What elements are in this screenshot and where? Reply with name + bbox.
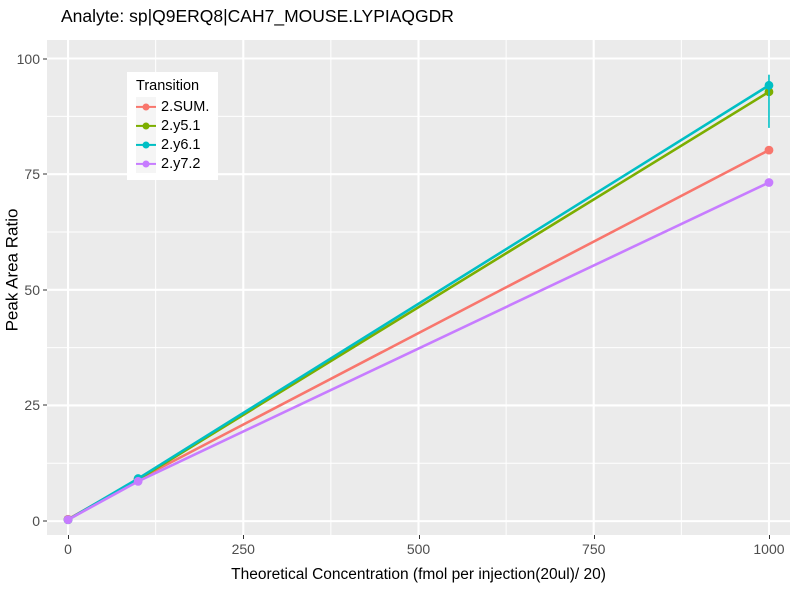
x-axis-tick-label: 750	[582, 541, 606, 557]
x-axis-tick-label: 500	[406, 541, 431, 557]
y-axis-tick-label: 75	[24, 166, 40, 183]
legend-key-icon	[136, 97, 156, 116]
x-axis-title: Theoretical Concentration (fmol per inje…	[231, 566, 606, 583]
data-point	[133, 476, 143, 486]
x-axis-tick-label: 1000	[753, 541, 785, 557]
legend-key-point	[142, 160, 150, 167]
legend-item-label: 2.SUM.	[161, 98, 210, 115]
series-2.y7.2	[63, 178, 774, 525]
legend-item-label: 2.y6.1	[161, 136, 201, 153]
x-axis-tick-mark	[768, 535, 770, 539]
x-axis-tick-label: 250	[231, 541, 255, 557]
data-point	[764, 178, 774, 187]
y-axis-tick-mark	[43, 58, 47, 59]
x-axis-tick-label: 0	[64, 541, 72, 557]
page-title: Analyte: sp|Q9ERQ8|CAH7_MOUSE.LYPIAQGDR	[61, 6, 454, 26]
data-point	[63, 515, 73, 525]
y-axis-tick-mark	[43, 289, 47, 291]
legend-item-2-y5-1[interactable]: 2.y5.1	[136, 116, 209, 135]
y-axis-tick-mark	[43, 173, 47, 175]
legend-item-2-sum-[interactable]: 2.SUM.	[136, 97, 209, 116]
legend-key-icon	[136, 116, 156, 135]
legend-item-2-y7-2[interactable]: 2.y7.2	[136, 154, 209, 173]
legend-key-point	[142, 141, 150, 148]
legend-item-2-y6-1[interactable]: 2.y6.1	[136, 135, 209, 154]
y-axis-tick-mark	[43, 404, 47, 406]
x-axis-tick-mark	[68, 535, 70, 539]
data-point	[764, 80, 774, 90]
y-axis-tick-mark	[43, 520, 47, 522]
x-axis-tick-mark	[418, 535, 420, 539]
plot-canvas	[47, 40, 790, 535]
y-axis-tick-label: 100	[16, 50, 40, 67]
legend-key-icon	[136, 154, 156, 173]
legend-item-label: 2.y7.2	[161, 155, 201, 172]
legend-item-label: 2.y5.1	[161, 117, 201, 134]
x-axis-tick-mark	[593, 535, 595, 539]
legend-key-point	[142, 103, 150, 110]
legend-key-icon	[136, 135, 156, 154]
y-axis-tick-label: 50	[24, 281, 40, 298]
legend-key-point	[142, 122, 150, 129]
x-axis-tick-mark	[243, 535, 245, 539]
x-axis: 0 250 500 750 1000	[47, 535, 790, 565]
data-point	[764, 145, 774, 155]
y-axis: 0 25 50 75 100	[0, 40, 47, 535]
y-axis-tick-label: 25	[24, 397, 40, 414]
legend-title: Transition	[136, 78, 200, 94]
legend: Transition 2.SUM. 2.y5.1 2.y6.1 2.y7.2	[127, 72, 219, 180]
y-axis-tick-label: 0	[32, 513, 40, 530]
legend-items: 2.SUM. 2.y5.1 2.y6.1 2.y7.2	[136, 97, 209, 173]
